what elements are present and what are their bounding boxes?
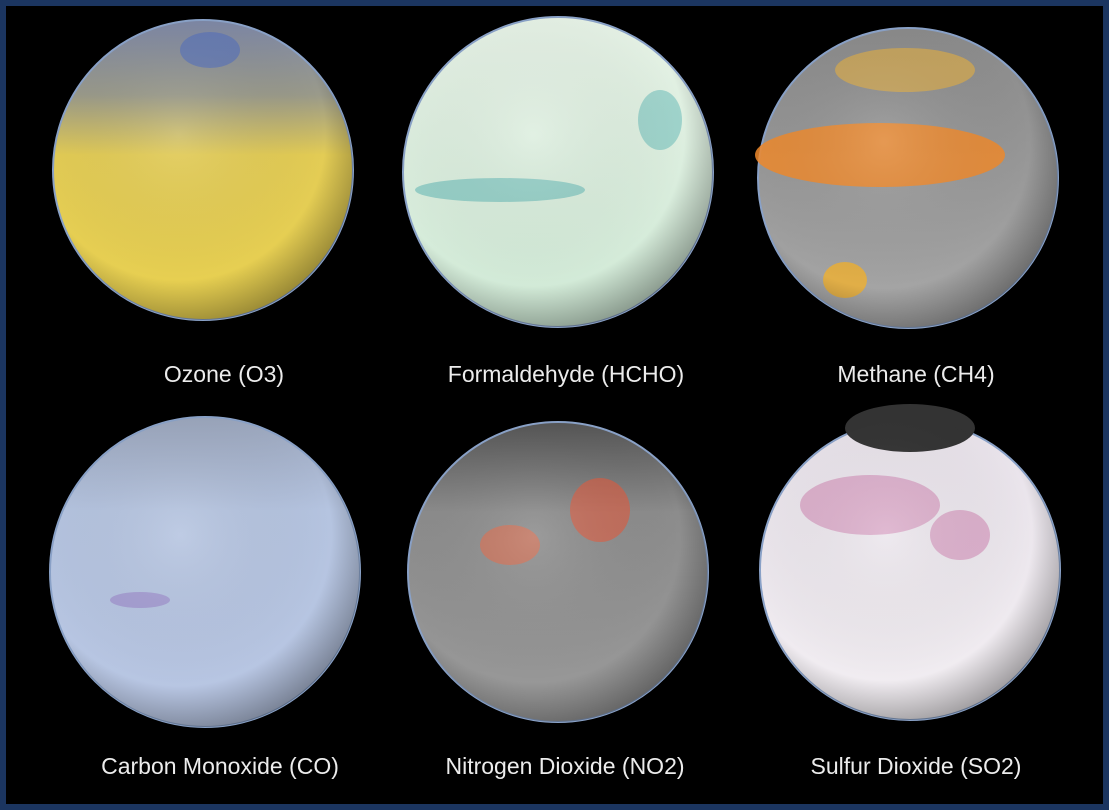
panel-label: Nitrogen Dioxide (NO2) bbox=[445, 753, 684, 779]
globe-formaldehyde bbox=[402, 16, 714, 328]
globe-carbon-monoxide bbox=[49, 416, 361, 728]
panel-label: Methane (CH4) bbox=[837, 361, 994, 387]
globe-ozone bbox=[52, 19, 354, 321]
globe-nitrogen-dioxide bbox=[407, 421, 709, 723]
panel-label: Carbon Monoxide (CO) bbox=[101, 753, 339, 779]
panel-label: Formaldehyde (HCHO) bbox=[448, 361, 684, 387]
panel-label: Ozone (O3) bbox=[164, 361, 284, 387]
globe-methane bbox=[755, 27, 1059, 329]
globe-sulfur-dioxide bbox=[759, 404, 1061, 721]
panel-label: Sulfur Dioxide (SO2) bbox=[811, 753, 1022, 779]
